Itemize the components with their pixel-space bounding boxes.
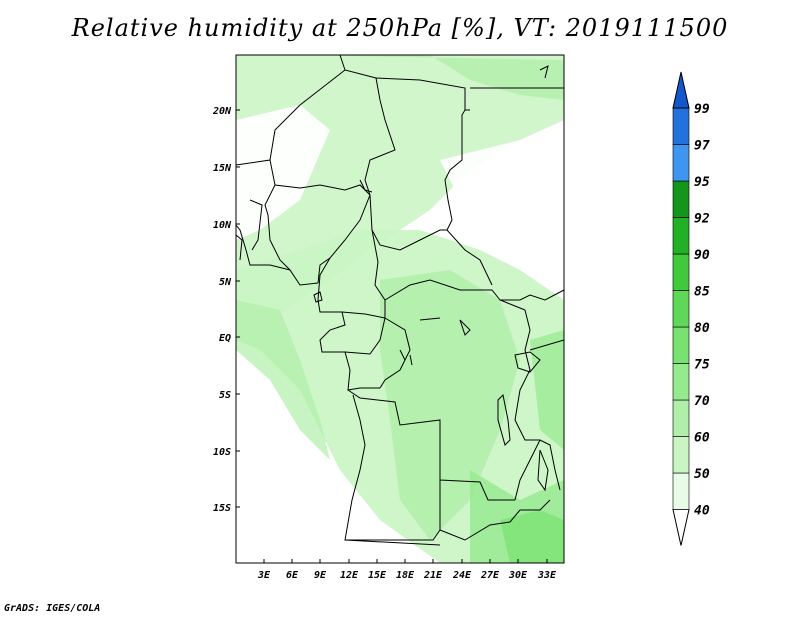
lon-label-12e: 12E xyxy=(340,570,359,581)
lon-label-21e: 21E xyxy=(423,570,443,581)
colorbar-label: 75 xyxy=(694,358,710,373)
lon-label-30e: 30E xyxy=(508,570,528,581)
lat-label-20n: 20N xyxy=(212,106,232,117)
colorbar-segment xyxy=(672,472,690,510)
lat-label-10s: 10S xyxy=(213,447,231,458)
colorbar-segment xyxy=(672,363,690,401)
lat-label-15s: 15S xyxy=(213,503,231,514)
lat-label-eq: EQ xyxy=(219,333,231,344)
colorbar-label: 50 xyxy=(694,467,710,482)
colorbar-segment xyxy=(672,290,690,328)
lat-axis: 20N 15N 10N 5N EQ 5S 10S 15S xyxy=(212,106,240,514)
colorbar-label: 85 xyxy=(694,285,710,300)
colorbar-end-low xyxy=(672,509,690,546)
colorbar-label: 80 xyxy=(694,321,710,336)
colorbar-label: 40 xyxy=(694,504,710,519)
lat-label-15n: 15N xyxy=(213,163,232,174)
country-borders xyxy=(236,55,564,546)
colorbar-label: 92 xyxy=(694,212,710,227)
colorbar-segment xyxy=(672,326,690,364)
lon-label-18e: 18E xyxy=(396,570,415,581)
lat-label-10n: 10N xyxy=(213,220,232,231)
lat-label-5n: 5N xyxy=(219,277,232,288)
colorbar-segment xyxy=(672,253,690,291)
lon-label-15e: 15E xyxy=(368,570,387,581)
colorbar-segment xyxy=(672,144,690,182)
colorbar-segment xyxy=(672,180,690,218)
colorbar: 40 50 60 70 75 80 85 90 92 95 97 99 xyxy=(672,71,710,546)
lon-label-9e: 9E xyxy=(314,570,327,581)
map-frame xyxy=(235,54,565,564)
lon-label-24e: 24E xyxy=(452,570,472,581)
humidity-field xyxy=(236,55,564,563)
lon-label-33e: 33E xyxy=(537,570,557,581)
colorbar-label: 70 xyxy=(694,394,710,409)
lon-label-3e: 3E xyxy=(257,570,271,581)
colorbar-label: 99 xyxy=(694,102,710,117)
colorbar-segment xyxy=(672,217,690,255)
lon-axis: 3E 6E 9E 12E 15E 18E 21E 24E 27E 30E 33E xyxy=(257,559,557,581)
colorbar-end-high xyxy=(672,71,690,109)
colorbar-label: 95 xyxy=(694,175,710,190)
lon-label-6e: 6E xyxy=(286,570,299,581)
colorbar-label: 60 xyxy=(694,431,710,446)
colorbar-label: 90 xyxy=(694,248,710,263)
lat-label-5s: 5S xyxy=(219,390,231,401)
colorbar-segment xyxy=(672,436,690,474)
colorbar-label: 97 xyxy=(694,139,710,154)
colorbar-segment xyxy=(672,399,690,437)
grads-credit: GrADS: IGES/COLA xyxy=(4,603,101,614)
lon-label-27e: 27E xyxy=(480,570,500,581)
map-title: Relative humidity at 250hPa [%], VT: 201… xyxy=(71,14,729,42)
colorbar-segment xyxy=(672,107,690,145)
